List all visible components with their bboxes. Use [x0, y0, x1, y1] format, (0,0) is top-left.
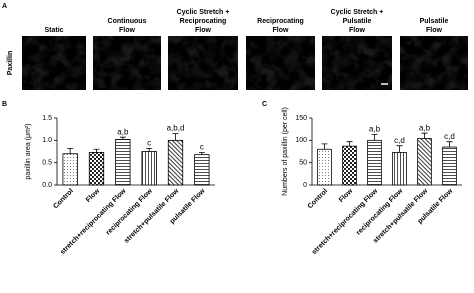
column-label: Flow — [349, 27, 365, 34]
column-label: Continuous — [108, 18, 147, 25]
bar — [392, 151, 407, 186]
bar — [417, 138, 432, 186]
bar — [167, 139, 184, 186]
column-label: Flow — [195, 27, 211, 34]
column-label: Reciprocating — [180, 18, 227, 25]
error-bar — [146, 147, 153, 152]
error-bar — [172, 133, 179, 141]
annotation: a,b — [117, 127, 129, 136]
column-label: Cyclic Stretch + — [331, 9, 384, 16]
y-tick-label: 1.0 — [42, 137, 52, 144]
error-bar — [396, 145, 403, 153]
bar — [442, 146, 457, 186]
row-label: Paxillin — [7, 51, 14, 76]
error-bar — [421, 132, 428, 139]
micrograph — [246, 36, 315, 90]
panel-label: C — [262, 101, 267, 108]
annotation: a,b — [419, 123, 431, 132]
error-bar — [371, 134, 378, 141]
column-label: Cyclic Stretch + — [177, 9, 230, 16]
x-tick-label: Control — [307, 188, 330, 211]
error-bar — [446, 141, 453, 148]
y-tick-label: 0.5 — [42, 160, 52, 167]
bar — [367, 139, 382, 186]
x-tick-label: reciprocating Flow — [105, 187, 154, 236]
panel-label: A — [2, 3, 7, 10]
x-tick-label: reciprocating Flow — [355, 187, 404, 236]
bar — [88, 151, 105, 186]
error-bar — [198, 151, 205, 155]
y-tick-label: 100 — [295, 137, 307, 144]
micrograph — [400, 36, 468, 90]
bar — [317, 148, 332, 186]
micrograph — [168, 36, 238, 90]
error-bar — [67, 147, 74, 154]
column-label: Flow — [273, 27, 289, 34]
x-tick-label: Control — [52, 188, 75, 211]
column-label: Pulsatile — [343, 18, 372, 25]
micrograph — [93, 36, 161, 90]
error-bar — [346, 141, 353, 147]
y-tick-label: 0.0 — [42, 182, 52, 189]
column-label: Static — [44, 27, 63, 34]
x-tick-label: Flow — [85, 187, 102, 204]
annotation: a,b — [369, 125, 381, 134]
panel-label: B — [2, 101, 7, 108]
bar — [62, 153, 78, 186]
annotation: c,d — [444, 132, 455, 141]
column-label: Flow — [426, 27, 442, 34]
x-tick-label: Flow — [338, 187, 355, 204]
y-tick-label: 0 — [303, 182, 307, 189]
micrograph — [22, 36, 86, 90]
bar — [141, 151, 157, 186]
bar — [342, 145, 357, 186]
y-tick-label: 150 — [295, 115, 307, 122]
y-tick-label: 50 — [299, 160, 307, 167]
annotation: a,b,d — [167, 124, 185, 133]
y-axis-title: Numbers of paxillin (per cell) — [282, 107, 289, 196]
y-tick-label: 1.5 — [42, 115, 52, 122]
error-bar — [93, 148, 100, 153]
error-bar — [321, 143, 328, 150]
y-axis-title: paxillin area (μm²) — [25, 123, 32, 179]
bar — [194, 154, 210, 186]
micrograph — [322, 36, 392, 90]
annotation: c,d — [394, 136, 405, 145]
column-label: Flow — [119, 27, 135, 34]
column-label: Reciprocating — [257, 18, 304, 25]
error-bar — [119, 136, 126, 140]
annotation: c — [147, 138, 151, 147]
bar — [115, 139, 131, 186]
column-label: Pulsatile — [420, 18, 449, 25]
annotation: c — [200, 143, 204, 152]
